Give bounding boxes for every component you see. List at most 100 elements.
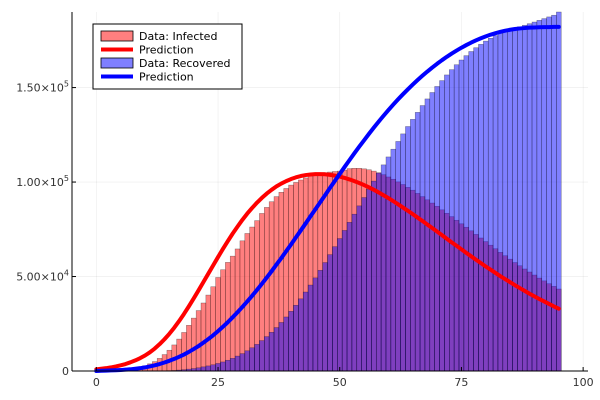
recovered-bar <box>288 311 294 372</box>
recovered-bar <box>444 74 450 372</box>
recovered-bar <box>259 340 265 372</box>
recovered-bar <box>551 14 557 372</box>
legend-swatch <box>100 30 134 42</box>
recovered-bar <box>356 205 362 372</box>
infected-bar <box>195 310 202 372</box>
infected-bar <box>225 262 231 372</box>
recovered-bar <box>395 141 401 372</box>
recovered-bar <box>239 353 246 372</box>
recovered-bar <box>429 92 435 372</box>
legend-label: Data: Infected <box>139 30 217 43</box>
recovered-bar <box>254 344 260 372</box>
infected-bar <box>205 294 211 372</box>
recovered-bar <box>414 112 421 372</box>
recovered-bar <box>536 20 543 372</box>
recovered-bar <box>492 35 499 372</box>
y-tick-label: 1.50×105 <box>16 80 69 95</box>
y-tick-label: 1.00×105 <box>16 174 69 189</box>
recovered-bar <box>405 126 411 372</box>
y-tick-exponent: 5 <box>64 80 69 89</box>
recovered-bar <box>453 64 460 372</box>
recovered-bar <box>225 359 231 372</box>
recovered-bar <box>283 316 289 372</box>
recovered-bar <box>278 322 285 372</box>
recovered-bar <box>322 262 328 372</box>
recovered-bar <box>229 358 236 372</box>
recovered-bar <box>541 18 547 372</box>
recovered-bar <box>478 44 484 372</box>
x-tick-label: 75 <box>454 376 468 389</box>
infected-prediction-line <box>94 172 561 372</box>
recovered-bar <box>341 230 348 372</box>
recovered-bar <box>317 270 323 372</box>
recovered-bar <box>419 105 426 372</box>
recovered-bar <box>449 69 455 372</box>
recovered-bar <box>410 119 416 372</box>
recovered-bar <box>200 366 207 372</box>
recovered-bar <box>502 31 508 372</box>
recovered-bar <box>298 298 304 372</box>
recovered-bar <box>302 291 309 372</box>
recovered-bar <box>463 55 469 372</box>
infected-bar <box>210 286 216 372</box>
infected-bar <box>191 317 197 372</box>
recovered-bar <box>337 238 343 372</box>
recovered-bar <box>361 197 367 372</box>
recovered-bar <box>497 33 504 372</box>
recovered-bar <box>385 156 392 372</box>
recovered-bar <box>487 38 494 372</box>
recovered-bar <box>307 284 314 372</box>
recovered-bar <box>332 246 338 372</box>
infected-bar <box>215 277 221 372</box>
recovered-bar <box>531 21 538 372</box>
recovered-bar <box>473 47 479 372</box>
recovered-bar <box>483 40 489 372</box>
infected-bar <box>186 325 192 372</box>
recovered-bar <box>234 355 241 372</box>
lines-layer <box>94 24 561 373</box>
recovered-bar <box>371 180 377 372</box>
recovered-bar <box>273 327 280 372</box>
y-tick-label: 0 <box>62 365 69 378</box>
recovered-bar <box>512 27 518 372</box>
legend-label: Prediction <box>139 71 194 84</box>
recovered-bar <box>400 133 406 372</box>
recovered-bar <box>546 16 552 372</box>
recovered-bar <box>439 80 445 372</box>
recovered-bar <box>293 304 299 372</box>
recovered-bar <box>517 26 523 372</box>
y-tick-exponent: 4 <box>64 269 69 278</box>
y-tick-label: 5.00×104 <box>16 269 69 284</box>
recovered-prediction-line <box>94 24 561 373</box>
x-tick-label: 100 <box>573 376 594 389</box>
recovered-bar <box>220 361 226 372</box>
recovered-bar <box>264 336 270 372</box>
recovered-bar <box>268 332 275 372</box>
recovered-bar <box>424 98 431 372</box>
recovered-bar <box>468 51 474 372</box>
y-tick-exponent: 5 <box>64 174 69 183</box>
recovered-bar <box>366 188 372 372</box>
recovered-bar <box>458 59 465 372</box>
axes-layer: 0 25 50 75 100 0 5.00×104 1.00×105 1.50×105 <box>16 12 594 389</box>
x-tick-label: 25 <box>211 376 225 389</box>
recovered-bar <box>312 277 319 372</box>
recovered-bar <box>522 24 528 372</box>
recovered-bar <box>249 347 255 372</box>
x-tick-label: 0 <box>93 376 100 389</box>
recovered-bar <box>507 29 513 372</box>
recovered-bar <box>327 254 333 372</box>
recovered-bar <box>205 365 211 372</box>
recovered-bar <box>390 148 396 372</box>
recovered-bar <box>210 364 216 372</box>
recovered-bar <box>351 213 358 372</box>
recovered-bar <box>244 350 250 372</box>
infected-bar <box>200 302 207 372</box>
recovered-bar <box>375 172 382 372</box>
legend-label: Prediction <box>139 44 194 57</box>
recovered-bar <box>346 222 353 372</box>
infected-bar <box>220 269 226 372</box>
